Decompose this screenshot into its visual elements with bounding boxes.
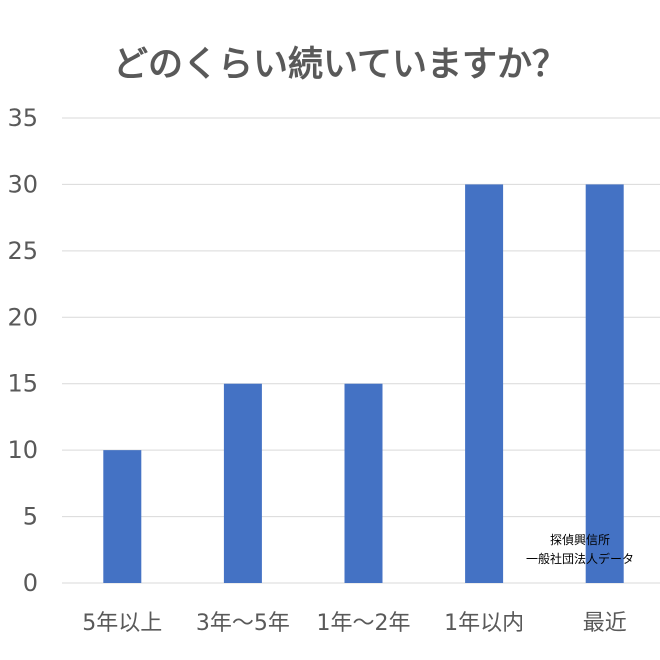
x-category-label: 1年以内 <box>444 611 524 636</box>
annotation-line-2: 一般社団法人データ <box>526 551 634 566</box>
y-tick-label: 25 <box>7 237 38 265</box>
x-category-label: 3年〜5年 <box>196 611 290 636</box>
x-category-label: 5年以上 <box>82 611 162 636</box>
bar-2 <box>223 383 262 583</box>
y-tick-label: 0 <box>23 569 38 597</box>
x-category-label: 最近 <box>583 611 627 636</box>
y-tick-label: 5 <box>23 503 38 531</box>
bar-1 <box>103 450 142 583</box>
bar-3 <box>344 383 383 583</box>
chart-title: どのくらい続いていますか？ <box>113 45 567 85</box>
x-axis-category-labels: 5年以上 3年〜5年 1年〜2年 1年以内 最近 <box>82 611 626 636</box>
x-category-label: 1年〜2年 <box>317 611 411 636</box>
source-annotation: 探偵興信所 一般社団法人データ <box>526 533 634 566</box>
y-axis-tick-labels: 0 5 10 15 20 25 30 35 <box>7 104 38 597</box>
annotation-line-1: 探偵興信所 <box>550 533 610 547</box>
y-tick-label: 10 <box>7 436 38 464</box>
y-tick-label: 15 <box>7 370 38 398</box>
y-tick-label: 35 <box>7 104 38 132</box>
bars <box>103 184 624 583</box>
bar-5 <box>585 184 624 583</box>
y-tick-label: 30 <box>7 170 38 198</box>
y-tick-label: 20 <box>7 303 38 331</box>
bar-4 <box>465 184 504 583</box>
